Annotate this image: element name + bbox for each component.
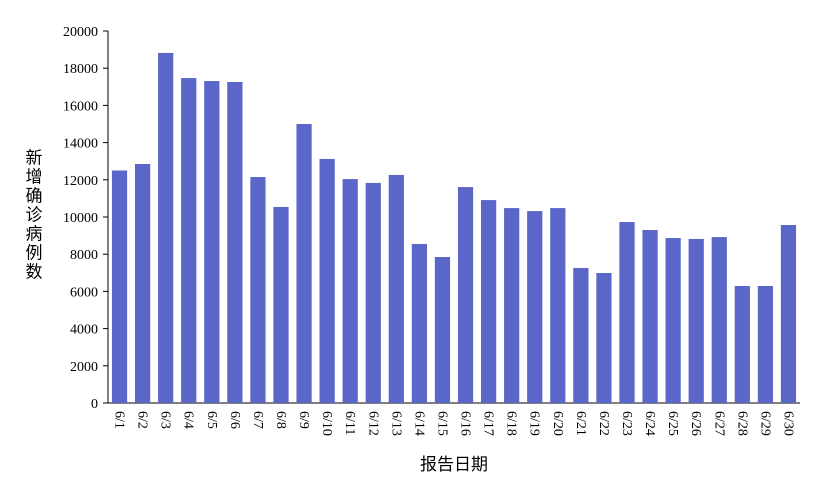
x-tick-label: 6/27 <box>711 411 726 436</box>
y-tick-label: 8000 <box>70 248 98 263</box>
x-tick-label: 6/3 <box>158 411 173 429</box>
x-tick-label: 6/4 <box>181 411 196 429</box>
bar <box>296 124 312 403</box>
x-tick-label: 6/20 <box>550 411 565 436</box>
bar <box>181 78 197 404</box>
bar <box>411 243 428 403</box>
y-tick-label: 16000 <box>63 99 98 114</box>
x-tick-label: 6/18 <box>504 411 519 436</box>
x-tick-label: 6/19 <box>527 411 542 436</box>
bar <box>111 170 128 403</box>
x-tick-label: 6/6 <box>227 411 242 429</box>
bar <box>734 286 750 403</box>
bar <box>665 238 681 403</box>
y-tick-label: 12000 <box>63 174 98 189</box>
x-axis-label: 报告日期 <box>420 455 488 474</box>
x-tick-label: 6/28 <box>734 411 749 436</box>
y-tick-label: 4000 <box>70 323 98 338</box>
y-tick-label: 14000 <box>63 137 98 152</box>
bar <box>365 182 381 403</box>
x-tick-label: 6/2 <box>135 411 150 429</box>
x-tick-label: 6/25 <box>665 411 680 436</box>
bar <box>642 230 658 403</box>
bar <box>688 238 704 403</box>
y-axis-label: 新增确诊病例数 <box>23 148 43 281</box>
bar <box>388 174 404 403</box>
bar <box>527 211 543 403</box>
bar <box>319 158 335 403</box>
x-tick-label: 6/15 <box>434 411 449 436</box>
x-tick-label: 6/9 <box>296 411 311 429</box>
x-tick-label: 6/14 <box>411 411 426 436</box>
y-tick-label: 10000 <box>63 211 98 226</box>
y-tick-label: 20000 <box>63 25 98 40</box>
x-tick-label: 6/1 <box>112 411 127 429</box>
y-tick-label: 6000 <box>70 285 98 300</box>
bar <box>596 272 612 403</box>
x-tick-label: 6/16 <box>458 411 473 436</box>
x-tick-label: 6/8 <box>273 411 288 429</box>
bar <box>711 237 727 403</box>
y-tick-label: 2000 <box>70 360 98 375</box>
bar <box>204 81 220 403</box>
y-tick-label: 0 <box>91 397 98 412</box>
x-tick-label: 6/5 <box>204 411 219 429</box>
x-tick-label: 6/29 <box>757 411 772 436</box>
x-tick-label: 6/12 <box>365 411 380 436</box>
x-tick-label: 6/22 <box>596 411 611 436</box>
bar <box>573 267 589 403</box>
x-tick-label: 6/13 <box>388 411 403 436</box>
x-tick-label: 6/21 <box>573 411 588 436</box>
x-tick-label: 6/7 <box>250 411 265 429</box>
x-tick-label: 6/10 <box>319 411 334 436</box>
bar <box>550 208 566 403</box>
bar <box>158 52 174 404</box>
x-tick-label: 6/11 <box>342 411 357 435</box>
x-tick-label: 6/17 <box>481 411 496 436</box>
bar <box>434 256 451 403</box>
bar <box>757 286 774 403</box>
bar <box>250 177 266 403</box>
bar <box>273 206 289 403</box>
x-tick-label: 6/26 <box>688 411 703 436</box>
bar <box>780 224 797 403</box>
y-tick-label: 18000 <box>63 62 98 77</box>
x-tick-label: 6/23 <box>619 411 634 436</box>
x-tick-label: 6/24 <box>642 411 657 436</box>
bar <box>227 81 243 404</box>
bar <box>134 163 151 403</box>
bar <box>619 222 635 403</box>
bar <box>480 200 497 403</box>
bar <box>457 187 474 403</box>
x-tick-label: 6/30 <box>780 411 795 436</box>
bar <box>342 179 358 403</box>
bar <box>504 208 520 403</box>
